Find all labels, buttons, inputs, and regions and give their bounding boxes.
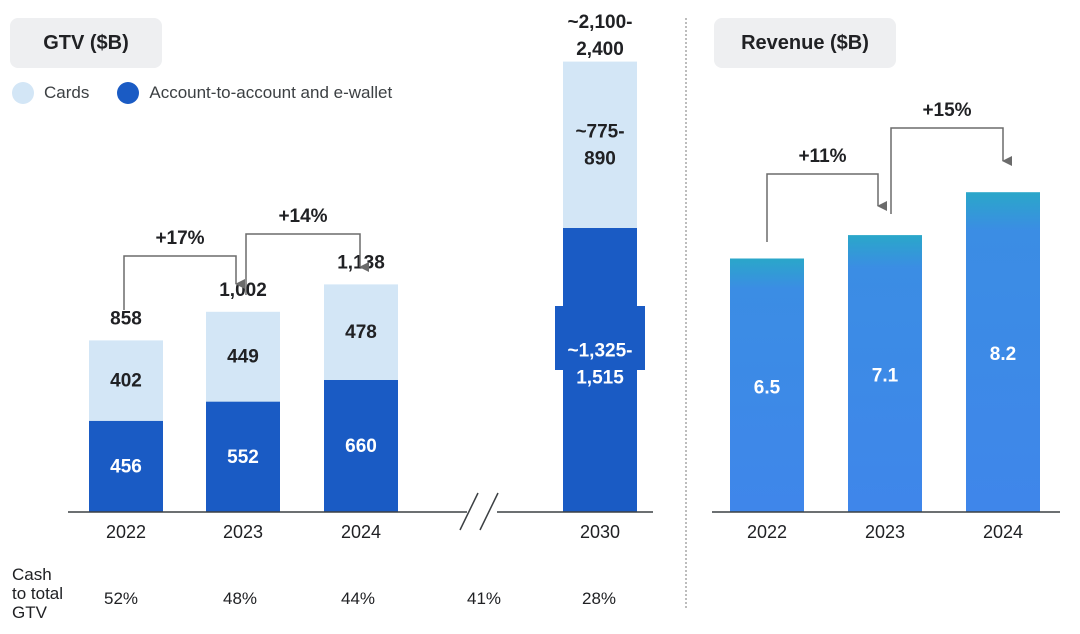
- revenue-growth-2022-2023-arrow: [766, 173, 887, 242]
- gtv-growth-2022-2023-label: +17%: [155, 228, 204, 249]
- revenue-bar: [966, 192, 1040, 512]
- gtv-bar-cards: [206, 311, 280, 402]
- legend-item-account-to-account: Account-to-account and e-wallet: [117, 82, 392, 104]
- footer-row-label: Cash to total GTV: [12, 565, 63, 622]
- axis-break-mark: [459, 492, 479, 531]
- axis-break-mark: [479, 492, 499, 531]
- gtv-bar-cards: [563, 61, 637, 228]
- revenue-x-tick-label: 2024: [983, 522, 1023, 542]
- revenue-data-label: 7.1: [872, 365, 899, 386]
- revenue-growth-2023-2024-label: +15%: [922, 100, 971, 121]
- revenue-growth-2023-2024-arrow: [890, 127, 1012, 214]
- legend-item-cards: Cards: [12, 82, 89, 104]
- legend-label-account-to-account: Account-to-account and e-wallet: [149, 83, 393, 102]
- gtv-x-tick-label: 2023: [223, 522, 263, 542]
- legend-label-cards: Cards: [44, 83, 90, 102]
- gtv-data-label-cards: 402: [110, 370, 142, 391]
- gtv-total-label: 858: [110, 308, 142, 329]
- gtv-data-label-cards: ~775-890: [575, 121, 624, 169]
- gtv-legend: Cards Account-to-account and e-wallet: [12, 82, 420, 104]
- gtv-data-label-account-to-account: 660: [345, 436, 377, 457]
- revenue-x-tick-label: 2023: [865, 522, 905, 542]
- footer-value: 28%: [582, 589, 617, 608]
- gtv-bar-account-to-account: [324, 380, 398, 512]
- footer-value: 48%: [223, 589, 258, 608]
- revenue-bar: [730, 258, 804, 512]
- gtv-x-tick-label: 2030: [580, 522, 620, 542]
- revenue-bar: [848, 235, 922, 512]
- gtv-panel-title: GTV ($B): [10, 18, 162, 68]
- gtv-growth-2023-2024-label: +14%: [278, 206, 327, 227]
- gtv-total-label: ~2,100-2,400: [568, 12, 633, 60]
- gtv-growth-2023-2024-arrow: [245, 233, 369, 295]
- panel-divider: [685, 18, 687, 608]
- footer-value: 44%: [341, 589, 376, 608]
- footer-label-line: GTV: [12, 603, 47, 622]
- gtv-data-label-cards: 478: [345, 322, 377, 343]
- revenue-data-label: 6.5: [754, 377, 781, 398]
- revenue-x-tick-label: 2022: [747, 522, 787, 542]
- gtv-total-label: 1,138: [337, 252, 385, 273]
- gtv-bar-account-to-account: [89, 420, 163, 512]
- footer-value: 41%: [467, 589, 502, 608]
- footer-label-line: to total: [12, 584, 64, 603]
- revenue-growth-2022-2023-label: +11%: [798, 146, 846, 167]
- gtv-bar-account-to-account: [206, 401, 280, 512]
- gtv-data-label-account-to-account: 552: [227, 446, 259, 467]
- revenue-data-label: 8.2: [990, 344, 1016, 365]
- legend-swatch-account-to-account: [117, 82, 140, 104]
- gtv-x-tick-label: 2024: [341, 522, 381, 542]
- gtv-growth-2022-2023-arrow: [123, 255, 245, 310]
- gtv-bar-cards: [324, 284, 398, 380]
- gtv-total-label: 1,002: [219, 279, 267, 300]
- legend-swatch-cards: [12, 82, 34, 104]
- gtv-data-label-account-to-account: ~1,325-1,515: [568, 340, 633, 388]
- revenue-panel-title: Revenue ($B): [714, 18, 896, 68]
- gtv-data-label-cards: 449: [227, 346, 259, 367]
- gtv-data-label-account-to-account: 456: [110, 456, 142, 477]
- footer-label-line: Cash: [12, 565, 52, 584]
- footer-value: 52%: [104, 589, 139, 608]
- gtv-x-tick-label: 2022: [106, 522, 146, 542]
- gtv-label-backdrop: [555, 306, 645, 370]
- gtv-bar-cards: [89, 340, 163, 421]
